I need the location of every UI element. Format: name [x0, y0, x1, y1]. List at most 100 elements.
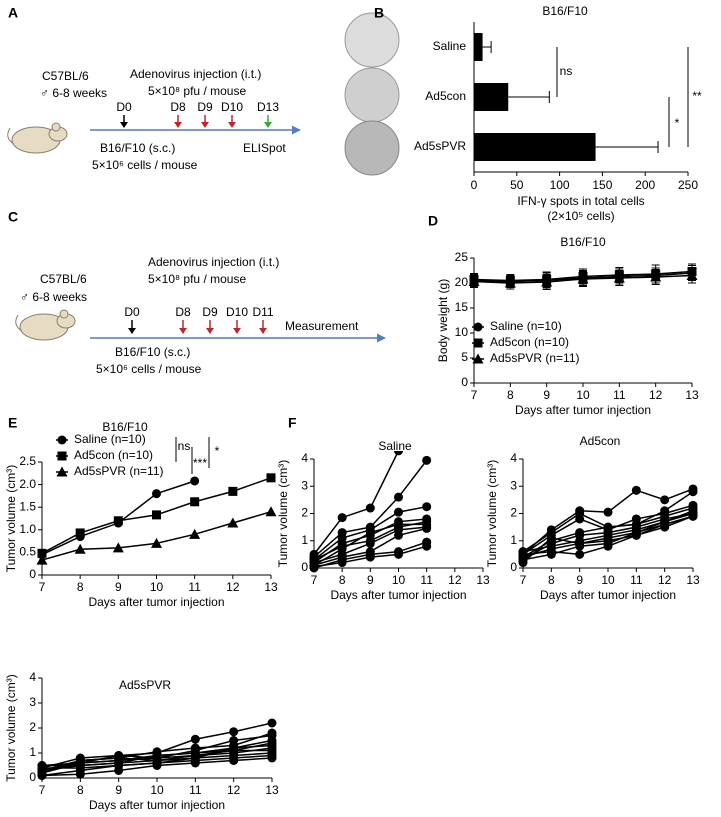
marker	[337, 541, 347, 551]
marker	[688, 511, 698, 521]
legend-label: Saline (n=10)	[74, 432, 146, 446]
dose: 5×10⁸ pfu / mouse	[148, 84, 246, 98]
y-tick-label: Saline	[433, 39, 467, 53]
x-tick-label: 13	[685, 388, 699, 402]
marker	[541, 276, 553, 287]
legend-label: Ad5sPVR (n=11)	[74, 464, 164, 478]
marker	[394, 549, 403, 559]
marker	[575, 514, 585, 524]
x-tick-label: 9	[115, 580, 122, 594]
chart-title: B16/F10	[102, 420, 148, 434]
panel-label: B	[374, 5, 384, 21]
y-axis-label: Body weight (g)	[436, 279, 450, 362]
marker	[266, 473, 276, 483]
x-tick-label: 11	[188, 580, 201, 594]
marker	[473, 322, 483, 332]
day-label: D10	[221, 100, 243, 114]
tumor: B16/F10 (s.c.)	[100, 141, 175, 155]
legend-label: Saline (n=10)	[490, 319, 562, 333]
x-tick-label: 8	[77, 783, 84, 797]
marker	[36, 554, 48, 565]
x-tick-label: 0	[471, 178, 478, 192]
x-tick-label: 8	[77, 580, 84, 594]
marker	[472, 353, 484, 364]
marker	[229, 736, 239, 745]
x-tick-label: 12	[649, 388, 663, 402]
series-line	[313, 451, 400, 555]
day-arrow-head	[120, 122, 128, 128]
y-tick-label: 2.5	[19, 454, 36, 468]
y-tick-label: 3	[29, 695, 36, 709]
x-tick-label: 11	[420, 573, 433, 587]
marker	[57, 435, 67, 445]
y-tick-label: 15	[455, 300, 469, 314]
x-axis-label: Days after tumor injection	[89, 798, 225, 812]
day-arrow-head	[174, 122, 182, 128]
legend-label: Ad5con (n=10)	[74, 448, 153, 462]
x-tick-label: 11	[613, 388, 626, 402]
marker	[422, 541, 432, 551]
day-label: D9	[202, 305, 218, 319]
y-tick-label: Ad5sPVR	[414, 139, 466, 153]
marker	[75, 528, 85, 538]
marker	[394, 507, 403, 517]
y-tick-label: 1	[510, 533, 517, 547]
plot-area	[36, 473, 277, 565]
x-tick-label: 7	[39, 783, 46, 797]
marker	[113, 516, 123, 526]
x-tick-label: 8	[339, 573, 346, 587]
y-tick-label: 1.5	[19, 499, 36, 513]
y-tick-label: 0	[461, 375, 468, 389]
marker	[152, 751, 162, 760]
marker	[468, 276, 480, 286]
x-tick-label: 12	[227, 783, 241, 797]
significance-label: *	[215, 444, 220, 458]
chart-title: Saline	[378, 439, 412, 453]
significance-label: **	[692, 89, 702, 103]
dose: 5×10⁸ pfu / mouse	[148, 272, 246, 286]
chart-title: B16/F10	[560, 235, 606, 249]
day-arrow-head	[206, 328, 214, 334]
x-tick-label: 9	[367, 573, 374, 587]
y-axis-label: Tumor volume (cm³)	[485, 460, 499, 568]
x-tick-label: 10	[601, 573, 615, 587]
day-arrow-head	[179, 328, 187, 334]
plot-area	[518, 484, 698, 568]
tumor: B16/F10 (s.c.)	[115, 345, 190, 359]
y-axis-label: Tumor volume (cm³)	[276, 460, 290, 568]
day-label: D8	[170, 100, 186, 114]
significance-label: ***	[193, 456, 207, 470]
marker	[365, 552, 375, 562]
x-axis-label: Days after tumor injection	[88, 595, 224, 609]
marker	[309, 562, 319, 572]
x-tick-label: 13	[476, 573, 490, 587]
day-arrow-head	[233, 328, 241, 334]
significance-label: ns	[178, 439, 191, 453]
x-axis-label: Days after tumor injection	[515, 403, 651, 417]
panel-label: A	[8, 5, 18, 21]
day-arrow-head	[128, 328, 136, 334]
x-tick-label: 100	[550, 178, 570, 192]
day-label: D13	[257, 100, 279, 114]
age: ♂ 6-8 weeks	[20, 290, 87, 304]
day-label: D11	[252, 305, 273, 319]
bar	[474, 33, 483, 61]
endpoint: Measurement	[285, 319, 359, 333]
y-tick-label: 4	[510, 451, 517, 465]
marker	[112, 542, 124, 553]
marker	[603, 507, 613, 517]
x-tick-label: 12	[448, 573, 462, 587]
marker	[631, 485, 641, 495]
day-label: D0	[116, 100, 132, 114]
marker	[56, 466, 68, 477]
y-tick-label: 4	[29, 670, 36, 684]
x-tick-label: 10	[576, 388, 590, 402]
y-tick-label: 0	[510, 560, 517, 574]
marker	[575, 549, 585, 559]
x-axis-label: Days after tumor injection	[540, 588, 676, 602]
y-tick-label: 1	[29, 745, 36, 759]
x-tick-label: 11	[189, 783, 202, 797]
day-label: D8	[175, 305, 191, 319]
marker	[74, 543, 86, 554]
x-tick-label: 7	[520, 573, 527, 587]
